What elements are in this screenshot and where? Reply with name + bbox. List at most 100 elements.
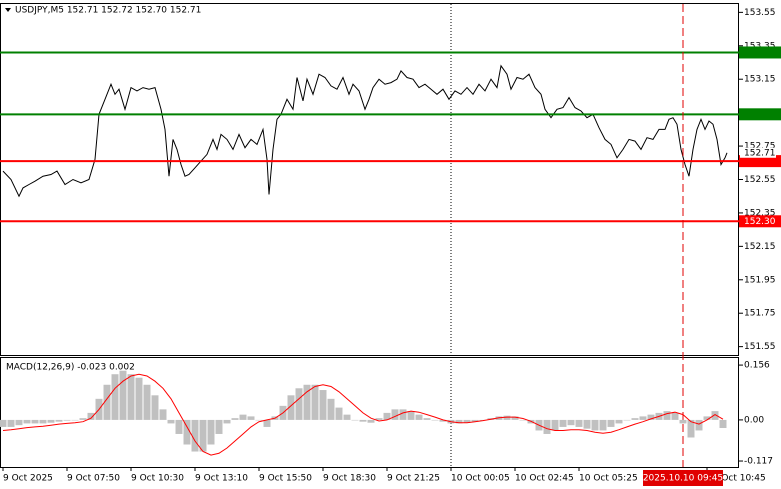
- level-label: 152.30: [744, 217, 776, 227]
- level-tag: [739, 108, 781, 121]
- histogram-bar: [607, 419, 615, 427]
- histogram-bar: [671, 412, 679, 420]
- x-tick-label: 10 Oct 02:45: [515, 474, 574, 484]
- histogram-bar: [591, 419, 599, 431]
- histogram-bar: [215, 419, 223, 434]
- y-tick-label: 151.95: [744, 275, 776, 285]
- histogram-bar: [423, 418, 431, 420]
- histogram-bar: [631, 418, 639, 420]
- histogram-bar: [559, 419, 567, 427]
- histogram-bar: [127, 374, 135, 420]
- histogram-bar: [599, 419, 607, 431]
- histogram-bar: [223, 419, 231, 424]
- histogram-bar: [151, 395, 159, 420]
- y-tick-label: 152.15: [744, 242, 776, 252]
- y-tick-label: 151.55: [744, 342, 776, 352]
- chart-title: USDJPY,M5 152.71 152.72 152.70 152.71: [15, 6, 201, 16]
- last-price-label: 152.71: [744, 148, 776, 158]
- histogram-bar: [311, 384, 319, 420]
- histogram-bar: [455, 419, 463, 424]
- histogram-bar: [199, 419, 207, 452]
- histogram-bar: [63, 419, 71, 421]
- histogram-bar: [407, 411, 415, 420]
- histogram-bar: [167, 419, 175, 424]
- histogram-bar: [567, 419, 575, 426]
- y-tick-label: 153.55: [744, 8, 776, 18]
- histogram-bar: [87, 412, 95, 420]
- macd-title: MACD(12,26,9) -0.023 0.002: [6, 363, 135, 373]
- histogram-bar: [583, 419, 591, 429]
- histogram-bar: [7, 419, 15, 427]
- y-tick-label: 152.55: [744, 175, 776, 185]
- histogram-bar: [327, 398, 335, 420]
- y-tick-label: 0.156: [744, 361, 770, 371]
- histogram-bar: [111, 374, 119, 420]
- histogram-bar: [711, 411, 719, 420]
- x-tick-label: 9 Oct 13:10: [195, 474, 248, 484]
- x-tick-label: 9 Oct 18:30: [323, 474, 376, 484]
- histogram-bar: [247, 416, 255, 420]
- signal-line: [2, 373, 724, 456]
- histogram-bar: [399, 409, 407, 420]
- histogram-bar: [15, 419, 23, 426]
- y-tick-label: -0.117: [744, 457, 773, 467]
- histogram-bar: [119, 370, 127, 420]
- macd-panel: [0, 357, 739, 468]
- histogram-bar: [143, 384, 151, 420]
- histogram-bar: [391, 409, 399, 420]
- histogram-bar: [543, 419, 551, 434]
- histogram-bar: [575, 419, 583, 427]
- histogram-bar: [703, 416, 711, 420]
- histogram-bar: [623, 419, 631, 421]
- histogram-bar: [239, 414, 247, 420]
- histogram-bar: [287, 395, 295, 420]
- x-tick-label: 10 Oct 10:45: [707, 474, 766, 484]
- price-line: [2, 64, 728, 198]
- histogram-bar: [103, 384, 111, 420]
- histogram-bar: [231, 418, 239, 420]
- histogram-bar: [55, 419, 63, 422]
- histogram-bar: [0, 419, 7, 427]
- histogram-bar: [263, 419, 271, 427]
- histogram-bar: [663, 411, 671, 420]
- x-tick-label: 9 Oct 07:50: [67, 474, 120, 484]
- y-tick-label: 152.35: [744, 208, 776, 218]
- histogram-bar: [431, 419, 439, 421]
- histogram-bar: [519, 419, 527, 421]
- level-tag: [739, 215, 781, 228]
- histogram-bar: [23, 419, 31, 424]
- x-tick-label: 9 Oct 21:25: [387, 474, 440, 484]
- histogram-bar: [695, 419, 703, 431]
- histogram-bar: [71, 419, 79, 421]
- histogram-bar: [367, 419, 375, 423]
- histogram-bar: [39, 419, 47, 424]
- histogram-bar: [439, 419, 447, 422]
- x-tick-label: 10 Oct 00:05: [451, 474, 510, 484]
- histogram-bar: [463, 419, 471, 423]
- level-tag: [739, 155, 781, 168]
- histogram-bar: [79, 418, 87, 420]
- y-tick-label: 153.15: [744, 75, 776, 85]
- x-tick-label: 9 Oct 15:50: [259, 474, 312, 484]
- histogram-bar: [295, 388, 303, 420]
- histogram-bar: [471, 419, 479, 422]
- histogram-bar: [687, 419, 695, 438]
- histogram-bar: [415, 414, 423, 420]
- x-tick-label: 10 Oct 05:25: [579, 474, 638, 484]
- histogram-bar: [359, 419, 367, 422]
- histogram-bar: [31, 419, 39, 424]
- histogram-bar: [159, 409, 167, 420]
- histogram-bar: [183, 419, 191, 445]
- y-tick-label: 0.00: [744, 415, 764, 425]
- histogram-bar: [719, 419, 727, 428]
- histogram-bar: [679, 419, 687, 424]
- histogram-bar: [335, 407, 343, 420]
- cursor-label: 2025.10.10 09:45: [643, 474, 723, 484]
- cursor-tag: [643, 470, 723, 486]
- histogram-bar: [319, 390, 327, 420]
- histogram-bar: [207, 419, 215, 445]
- main-panel: [0, 3, 739, 356]
- x-tick-label: 9 Oct 2025: [3, 474, 53, 484]
- last-price-tag: [740, 147, 776, 158]
